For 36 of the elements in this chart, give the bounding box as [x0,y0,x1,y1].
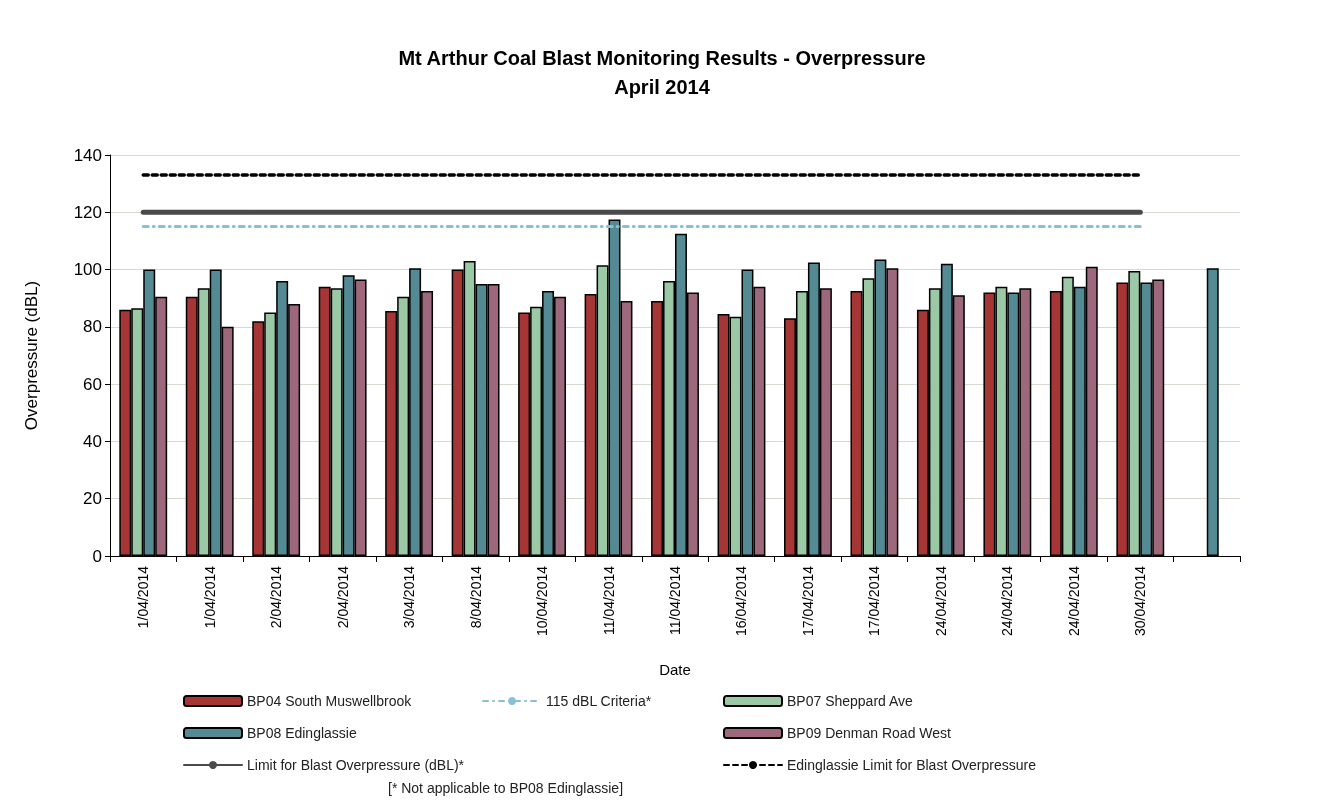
text: [* Not applicable to BP08 Edinglassie] [388,780,624,796]
x-tick-label: 30/04/2014 [1132,565,1149,637]
y-tick-label: 60 [83,374,102,394]
x-tick-label: 11/04/2014 [600,565,617,636]
x-tick-label: 1/04/2014 [201,565,218,629]
x-tick-label: 24/04/2014 [999,565,1016,637]
x-tick-label: 3/04/2014 [401,565,418,629]
y-axis-title: Overpressure (dBL) [22,280,41,431]
x-tick-label: 8/04/2014 [467,565,484,629]
x-axis-title: Date [659,661,691,678]
x-tick-label: 2/04/2014 [268,565,285,629]
x-tick-label: 16/04/2014 [733,565,750,637]
x-tick-label: 17/04/2014 [866,565,883,637]
y-tick-label: 40 [83,431,102,451]
legend-label: Limit for Blast Overpressure (dBL)* [247,757,465,773]
x-tick-label: 1/04/2014 [135,565,152,629]
x-tick-label: 24/04/2014 [1065,565,1082,637]
x-tick-label: 2/04/2014 [334,565,351,629]
legend-label: BP04 South Muswellbrook [247,693,413,709]
legend-label: BP07 Sheppard Ave [787,693,914,709]
y-tick-label: 120 [73,202,102,222]
legend-label: 115 dBL Criteria* [546,693,652,709]
x-tick-label: 11/04/2014 [667,565,683,636]
legend-label: BP08 Edinglassie [247,725,357,741]
y-tick-label: 140 [73,145,102,165]
x-tick-label: 17/04/2014 [799,565,816,637]
x-tick-label: 10/04/2014 [534,565,551,637]
legend-label: BP09 Denman Road West [787,725,952,741]
y-tick-label: 100 [73,260,102,280]
y-tick-label: 0 [92,546,102,566]
y-tick-label: 80 [83,317,102,337]
y-tick-label: 20 [83,489,102,509]
chart-subtitle: April 2014 [614,76,711,98]
chart-title: Mt Arthur Coal Blast Monitoring Results - Overpressure [398,47,926,69]
legend-label: Edinglassie Limit for Blast Overpressure [787,757,1037,773]
x-tick-label: 24/04/2014 [932,565,949,637]
